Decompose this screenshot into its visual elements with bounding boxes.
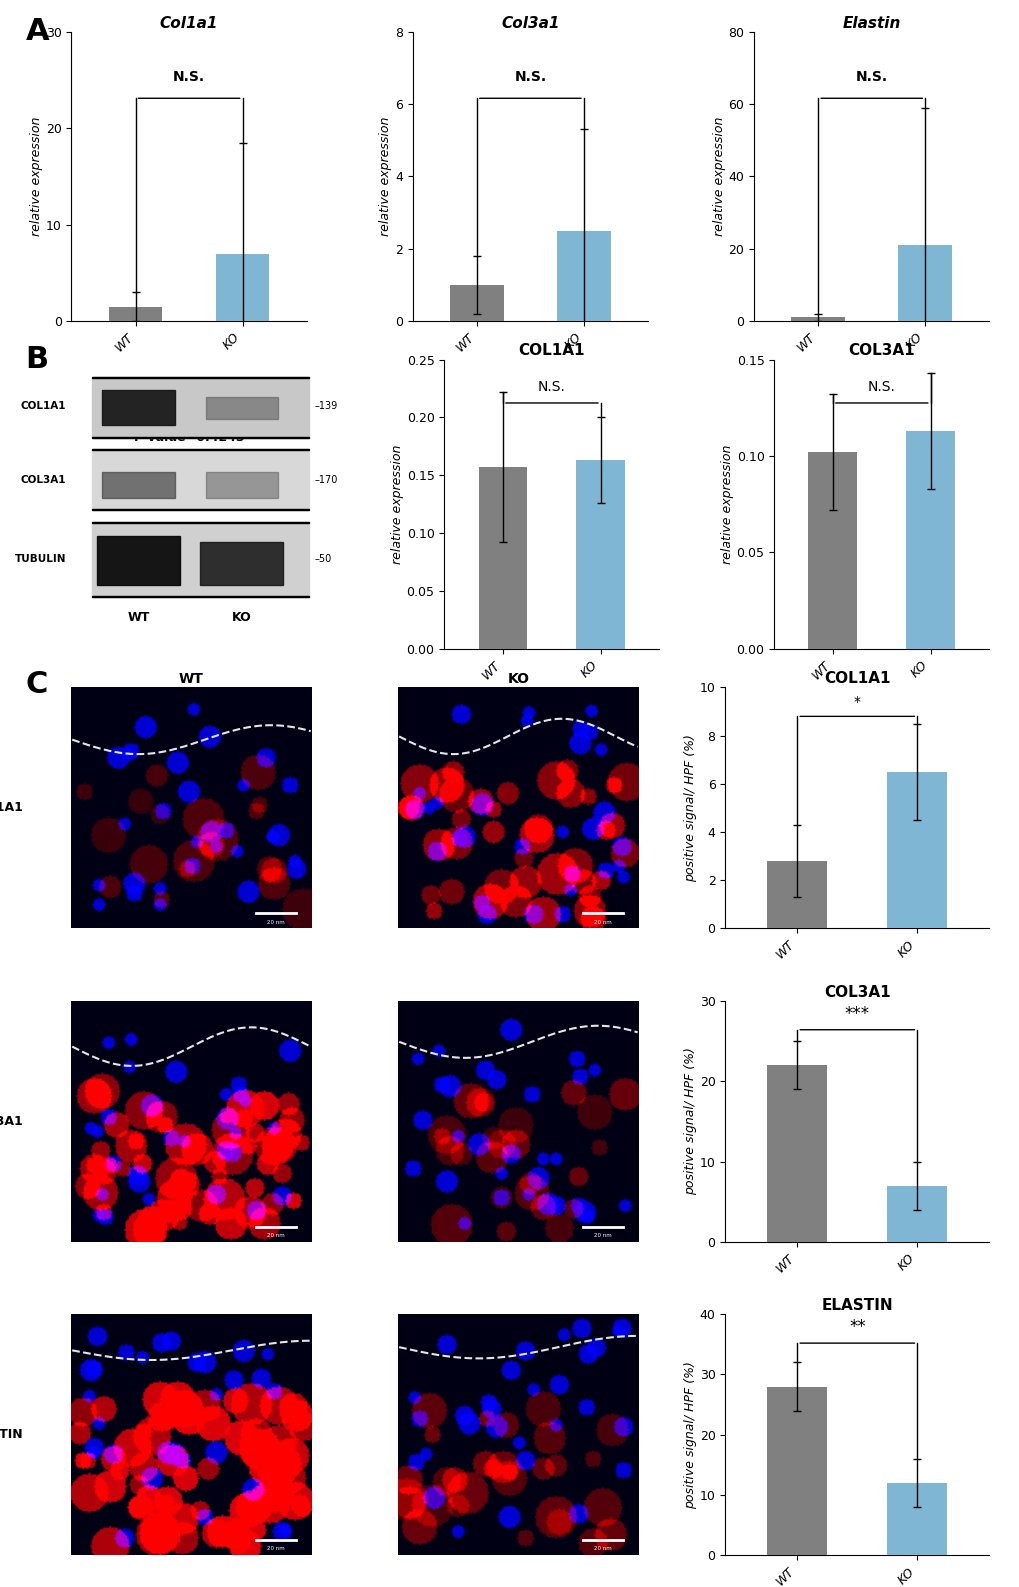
- Bar: [92, 378, 309, 438]
- Text: –170: –170: [314, 475, 337, 484]
- Text: P value=0.0301: P value=0.0301: [801, 1001, 912, 1014]
- Text: –139: –139: [314, 402, 337, 411]
- Text: 20 nm: 20 nm: [266, 1233, 284, 1238]
- Bar: [906, 432, 954, 649]
- Title: COL1A1: COL1A1: [518, 343, 585, 359]
- Y-axis label: positive signal/ HPF (%): positive signal/ HPF (%): [683, 1360, 696, 1509]
- Text: 20 nm: 20 nm: [593, 1233, 610, 1238]
- Text: KO: KO: [231, 611, 252, 624]
- Text: *: *: [853, 695, 860, 709]
- Bar: [898, 244, 951, 321]
- Bar: [766, 862, 826, 928]
- Bar: [478, 467, 527, 649]
- Text: ***: ***: [844, 1005, 869, 1022]
- Title: COL3A1: COL3A1: [823, 984, 890, 1000]
- Text: P value=0.4243: P value=0.4243: [133, 432, 245, 444]
- Bar: [92, 449, 309, 509]
- Text: 20 nm: 20 nm: [266, 919, 284, 925]
- Bar: [887, 1185, 947, 1243]
- Title: COL1A1: COL1A1: [823, 671, 890, 686]
- Y-axis label: positive signal/ HPF (%): positive signal/ HPF (%): [683, 735, 696, 882]
- Text: P value=0.8468: P value=0.8468: [496, 759, 606, 771]
- Text: N.S.: N.S.: [867, 381, 895, 394]
- Title: Elastin: Elastin: [842, 16, 900, 30]
- Title: KO: KO: [506, 673, 529, 686]
- Text: COL3A1: COL3A1: [0, 1114, 23, 1128]
- Bar: [766, 1387, 826, 1555]
- Text: P value=0.5591: P value=0.5591: [475, 432, 585, 444]
- Bar: [109, 306, 162, 321]
- Y-axis label: relative expression: relative expression: [379, 117, 392, 236]
- Text: COL3A1: COL3A1: [20, 475, 66, 484]
- Title: COL3A1: COL3A1: [848, 343, 914, 359]
- Title: WT: WT: [179, 673, 204, 686]
- Text: WT: WT: [127, 611, 150, 624]
- Bar: [97, 536, 179, 586]
- Bar: [206, 473, 277, 498]
- Text: A: A: [25, 17, 49, 46]
- Text: N.S.: N.S.: [173, 70, 205, 84]
- Bar: [216, 254, 269, 321]
- Y-axis label: relative expression: relative expression: [720, 444, 733, 563]
- Text: C: C: [25, 670, 48, 700]
- Text: –50: –50: [314, 554, 331, 565]
- Y-axis label: positive signal/ HPF (%): positive signal/ HPF (%): [683, 1047, 696, 1195]
- Y-axis label: relative expression: relative expression: [30, 117, 43, 236]
- Text: ELASTIN: ELASTIN: [0, 1428, 23, 1441]
- Text: 20 nm: 20 nm: [593, 1546, 610, 1552]
- Text: N.S.: N.S.: [537, 381, 566, 394]
- Bar: [887, 771, 947, 928]
- Text: COL1A1: COL1A1: [0, 801, 23, 814]
- Text: COL1A1: COL1A1: [20, 402, 66, 411]
- Bar: [556, 230, 610, 321]
- Title: ELASTIN: ELASTIN: [820, 1298, 893, 1312]
- Bar: [102, 390, 174, 425]
- Bar: [102, 473, 174, 498]
- Text: P value=0.00002: P value=0.00002: [797, 1314, 916, 1327]
- Text: P value=0.8154: P value=0.8154: [825, 759, 936, 771]
- Text: N.S.: N.S.: [855, 70, 887, 84]
- Bar: [766, 1065, 826, 1243]
- Bar: [791, 317, 844, 321]
- Text: TUBULIN: TUBULIN: [14, 554, 66, 565]
- Y-axis label: relative expression: relative expression: [712, 117, 725, 236]
- Bar: [201, 541, 283, 586]
- Text: 20 nm: 20 nm: [593, 919, 610, 925]
- Bar: [449, 284, 503, 321]
- Text: P value=0.3906: P value=0.3906: [816, 432, 926, 444]
- Text: B: B: [25, 344, 49, 375]
- Text: N.S.: N.S.: [514, 70, 546, 84]
- Bar: [92, 522, 309, 597]
- Title: Col1a1: Col1a1: [160, 16, 218, 30]
- Bar: [576, 460, 625, 649]
- Text: **: **: [848, 1317, 865, 1336]
- Y-axis label: relative expression: relative expression: [390, 444, 404, 563]
- Title: Col3a1: Col3a1: [500, 16, 559, 30]
- Bar: [808, 452, 857, 649]
- Bar: [887, 1482, 947, 1555]
- Text: 20 nm: 20 nm: [266, 1546, 284, 1552]
- Bar: [206, 397, 277, 419]
